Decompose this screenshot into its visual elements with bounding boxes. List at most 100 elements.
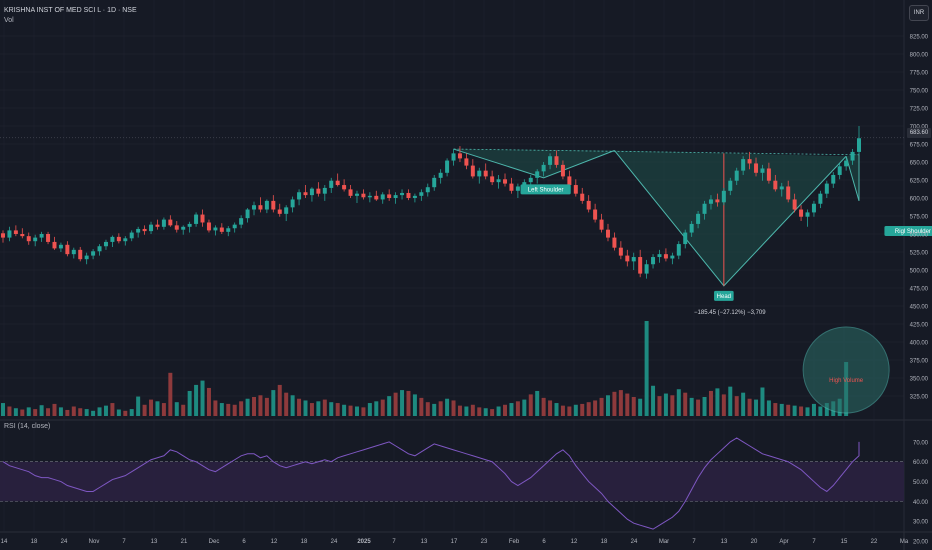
volume-bar bbox=[71, 406, 76, 416]
candle-body bbox=[741, 159, 746, 171]
price-tick-label: 625.00 bbox=[910, 179, 929, 185]
candle-body bbox=[400, 192, 405, 196]
candle-body bbox=[161, 219, 166, 227]
time-tick-label: Mar bbox=[659, 539, 669, 545]
time-tick-label: 21 bbox=[181, 539, 188, 545]
candle-body bbox=[670, 255, 675, 259]
volume-bar bbox=[734, 396, 739, 416]
right-shoulder-label-box bbox=[884, 226, 932, 236]
volume-bar bbox=[91, 410, 96, 416]
volume-bar bbox=[329, 402, 334, 416]
volume-bar bbox=[181, 404, 186, 416]
candle-body bbox=[425, 187, 430, 193]
candle-body bbox=[625, 255, 630, 262]
rsi-tick-label: 50.00 bbox=[913, 480, 929, 486]
candle-body bbox=[554, 156, 559, 165]
volume-bar bbox=[715, 388, 720, 416]
time-tick-label: Feb bbox=[509, 539, 520, 545]
volume-bar bbox=[142, 404, 147, 416]
candle-body bbox=[522, 182, 527, 187]
time-tick-label: 15 bbox=[841, 539, 848, 545]
candle-body bbox=[612, 237, 617, 248]
volume-bar bbox=[226, 403, 231, 416]
candle-body bbox=[348, 189, 353, 196]
volume-bar bbox=[7, 406, 12, 416]
volume-bar bbox=[297, 398, 302, 416]
volume-bar bbox=[676, 389, 681, 416]
volume-bar bbox=[464, 406, 469, 416]
candle-body bbox=[573, 185, 578, 194]
price-tick-label: 750.00 bbox=[910, 89, 929, 95]
candle-body bbox=[509, 183, 514, 191]
rsi-tick-label: 70.00 bbox=[913, 440, 929, 446]
rsi-legend[interactable]: RSI (14, close) bbox=[4, 423, 51, 430]
time-tick-label: 2025 bbox=[357, 539, 371, 545]
volume-bar bbox=[400, 390, 405, 416]
candle-body bbox=[58, 244, 63, 249]
candle-body bbox=[689, 223, 694, 233]
candle-body bbox=[586, 200, 591, 210]
volume-bar bbox=[625, 393, 630, 416]
candle-body bbox=[116, 236, 121, 242]
volume-bar bbox=[380, 399, 385, 416]
candle-body bbox=[239, 218, 244, 225]
volume-bar bbox=[548, 400, 553, 416]
right-shoulder-label: Rigl Shoulder bbox=[895, 229, 931, 235]
candle-body bbox=[110, 236, 115, 242]
candle-body bbox=[631, 257, 636, 262]
volume-bar bbox=[206, 387, 211, 416]
volume-bar bbox=[316, 401, 321, 416]
candle-body bbox=[142, 228, 147, 232]
candle-body bbox=[432, 177, 437, 188]
volume-layer bbox=[1, 321, 849, 416]
volume-bar bbox=[618, 390, 623, 416]
volume-bar bbox=[20, 409, 25, 416]
candle-body bbox=[457, 153, 462, 159]
volume-bar bbox=[52, 403, 57, 416]
candle-body bbox=[496, 179, 501, 183]
candle-body bbox=[818, 193, 823, 204]
volume-bar bbox=[689, 397, 694, 416]
volume-bar bbox=[638, 398, 643, 416]
rsi-tick-label: 40.00 bbox=[913, 500, 929, 506]
symbol-title[interactable]: KRISHNA INST OF MED SCI L · 1D · NSE bbox=[4, 7, 137, 14]
price-tick-label: 725.00 bbox=[910, 107, 929, 113]
price-tick-label: 400.00 bbox=[910, 341, 929, 347]
volume-bar bbox=[593, 400, 598, 416]
candle-body bbox=[483, 170, 488, 177]
candle-body bbox=[187, 223, 192, 227]
volume-bar bbox=[168, 372, 173, 416]
price-tick-label: 700.00 bbox=[910, 125, 929, 131]
price-tick-label: 350.00 bbox=[910, 377, 929, 383]
volume-bar bbox=[264, 397, 269, 416]
candle-body bbox=[811, 203, 816, 213]
candle-body bbox=[528, 177, 533, 183]
candle-body bbox=[39, 234, 44, 238]
volume-bar bbox=[657, 396, 662, 416]
volume-legend[interactable]: Vol bbox=[4, 17, 14, 24]
volume-bar bbox=[477, 407, 482, 416]
candle-body bbox=[850, 151, 855, 161]
candle-body bbox=[136, 228, 141, 233]
volume-bar bbox=[271, 390, 276, 416]
candle-body bbox=[792, 199, 797, 210]
volume-bar bbox=[13, 408, 18, 416]
volume-bar bbox=[97, 407, 102, 416]
volume-bar bbox=[766, 400, 771, 416]
volume-bar bbox=[367, 403, 372, 416]
volume-bar bbox=[779, 403, 784, 416]
volume-bar bbox=[760, 387, 765, 416]
volume-bar bbox=[354, 406, 359, 416]
currency-button[interactable]: INR bbox=[909, 5, 929, 21]
candle-body bbox=[149, 224, 154, 232]
volume-bar bbox=[451, 400, 456, 416]
candle-body bbox=[831, 174, 836, 184]
price-tick-label: 375.00 bbox=[910, 359, 929, 365]
candle-body bbox=[708, 199, 713, 204]
candle-body bbox=[503, 179, 508, 184]
candle-body bbox=[760, 168, 765, 173]
time-tick-label: 18 bbox=[31, 539, 38, 545]
volume-bar bbox=[605, 395, 610, 416]
